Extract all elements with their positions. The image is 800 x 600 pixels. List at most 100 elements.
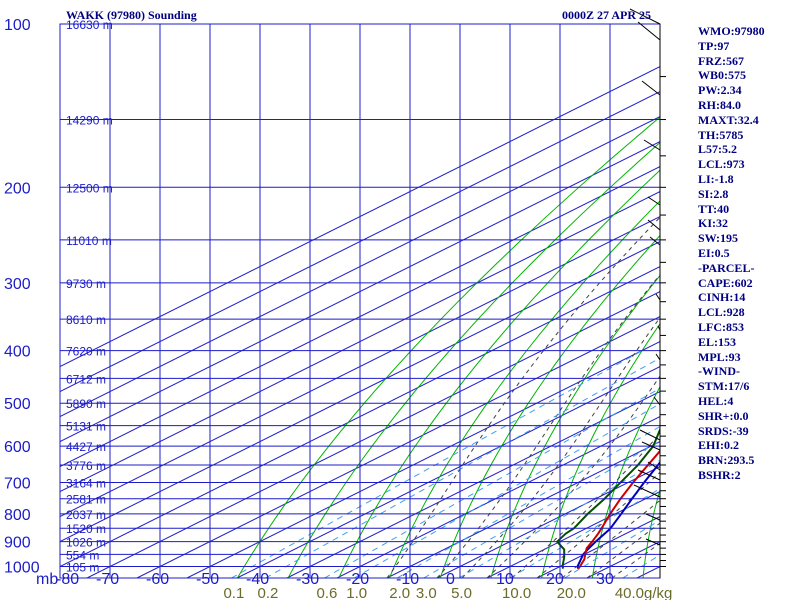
index-item: LFC:853 bbox=[698, 319, 744, 334]
height-label: 1520 m bbox=[66, 522, 106, 536]
temperature-tick-label: 30 bbox=[596, 571, 614, 588]
wind-barb bbox=[637, 21, 661, 41]
mixing-ratio-line bbox=[231, 350, 643, 578]
index-item: -WIND- bbox=[698, 364, 740, 379]
index-item: L57:5.2 bbox=[698, 142, 737, 157]
moist-adiabat bbox=[386, 216, 660, 578]
index-item: EHI:0.2 bbox=[698, 438, 740, 453]
height-label: 5131 m bbox=[66, 420, 106, 434]
mixing-ratio-label: 0.1 bbox=[223, 585, 244, 600]
moist-adiabat bbox=[436, 273, 660, 578]
index-item: SRDS:-39 bbox=[698, 423, 749, 438]
pressure-label: 700 bbox=[4, 475, 31, 492]
height-label: 3776 m bbox=[66, 459, 106, 473]
chart-title: WAKK (97980) Sounding bbox=[66, 8, 197, 22]
isotherm-line bbox=[436, 465, 660, 578]
isotherm-line bbox=[60, 90, 660, 393]
isotherm-line bbox=[186, 340, 660, 578]
pressure-label: 800 bbox=[4, 507, 31, 524]
wind-barb bbox=[633, 484, 661, 498]
parcel-profile bbox=[576, 460, 660, 569]
index-item: HEL:4 bbox=[698, 393, 734, 408]
temperature-tick-label: -60 bbox=[146, 571, 169, 588]
timestamp: 0000Z 27 APR 25 bbox=[562, 8, 652, 22]
temperature-tick-label: -70 bbox=[96, 571, 119, 588]
isotherm-line bbox=[60, 265, 660, 568]
wind-barb bbox=[647, 461, 661, 471]
pressure-label: 900 bbox=[4, 535, 31, 552]
mixing-ratio-label: 0.2 bbox=[258, 585, 279, 600]
pressure-label: 600 bbox=[4, 439, 31, 456]
temperature-profile bbox=[577, 449, 660, 570]
height-label: 105 m bbox=[66, 561, 99, 575]
index-item: TP:97 bbox=[698, 38, 730, 53]
temperature-tick-label: 20 bbox=[546, 571, 564, 588]
dry-adiabat bbox=[439, 234, 660, 578]
index-item: KI:32 bbox=[698, 216, 728, 231]
isotherm-line bbox=[60, 165, 660, 468]
height-label: 7620 m bbox=[66, 345, 106, 359]
index-item: CINH:14 bbox=[698, 290, 746, 305]
index-item: SI:2.8 bbox=[698, 186, 729, 201]
index-item: SHR+:0.0 bbox=[698, 408, 749, 423]
mixing-ratio-label: 0.6 bbox=[317, 585, 338, 600]
dry-adiabat bbox=[591, 385, 660, 578]
wind-barb bbox=[639, 429, 661, 441]
index-item: EL:153 bbox=[698, 334, 737, 349]
height-label: 2037 m bbox=[66, 508, 106, 522]
height-label: 9730 m bbox=[66, 277, 106, 291]
index-item: WMO:97980 bbox=[698, 24, 765, 38]
isotherm-line bbox=[586, 540, 660, 578]
temperature-tick-label: -30 bbox=[296, 571, 319, 588]
dry-adiabat bbox=[541, 322, 660, 578]
pressure-label: 1000 bbox=[4, 560, 40, 577]
index-item: LI:-1.8 bbox=[698, 171, 734, 186]
height-label: 554 m bbox=[66, 548, 99, 562]
wind-barb bbox=[643, 139, 661, 151]
wind-barb bbox=[649, 236, 661, 246]
wind-barb bbox=[655, 293, 661, 301]
pressure-label: 300 bbox=[4, 276, 31, 293]
mixing-ratio-line bbox=[564, 519, 660, 578]
height-label: 6712 m bbox=[66, 372, 106, 386]
wind-barb bbox=[641, 80, 661, 96]
height-label: 2581 m bbox=[66, 493, 106, 507]
mixing-ratio-line bbox=[509, 488, 660, 578]
height-label: 8610 m bbox=[66, 313, 106, 327]
temperature-tick-label: -80 bbox=[56, 571, 79, 588]
temperature-tick-label: -20 bbox=[346, 571, 369, 588]
wind-barb bbox=[645, 538, 661, 546]
isotherm-line bbox=[60, 65, 660, 368]
dry-adiabat bbox=[338, 169, 660, 578]
wind-barb bbox=[637, 469, 661, 481]
temperature-tick-label: -10 bbox=[396, 571, 419, 588]
index-item: STM:17/6 bbox=[698, 379, 750, 394]
wind-barb bbox=[647, 196, 661, 206]
temperature-tick-label: -50 bbox=[196, 571, 219, 588]
isotherm-line bbox=[60, 240, 660, 543]
mixing-ratio-label: 3.0 bbox=[416, 585, 437, 600]
index-item: MPL:93 bbox=[698, 349, 741, 364]
moist-adiabat bbox=[511, 432, 660, 578]
isotherm-line bbox=[286, 390, 660, 578]
index-item: TT:40 bbox=[698, 201, 730, 216]
dry-adiabat bbox=[793, 24, 800, 578]
isotherm-line bbox=[386, 440, 660, 578]
mixing-ratio-label: 2.0 bbox=[389, 585, 410, 600]
index-item: SW:195 bbox=[698, 231, 739, 246]
moist-adiabat bbox=[611, 542, 660, 578]
isotherm-line bbox=[136, 315, 660, 578]
indices-panel: WMO:97980 TP:97 FRZ:567 WB0:575 PW:2.34 RH:84… bbox=[698, 24, 765, 483]
pressure-label: 100 bbox=[4, 17, 31, 34]
mixing-ratio-label: 40.0g/kg bbox=[615, 585, 673, 600]
isotherm-line bbox=[60, 115, 660, 418]
index-item: LCL:928 bbox=[698, 305, 745, 320]
temperature-tick-label: -40 bbox=[246, 571, 269, 588]
dry-adiabat bbox=[490, 274, 660, 578]
index-item: PW:2.34 bbox=[698, 83, 742, 98]
pressure-label: 200 bbox=[4, 180, 31, 197]
height-label: 1026 m bbox=[66, 536, 106, 550]
pressure-label: 500 bbox=[4, 396, 31, 413]
height-label: 3164 m bbox=[66, 476, 106, 490]
